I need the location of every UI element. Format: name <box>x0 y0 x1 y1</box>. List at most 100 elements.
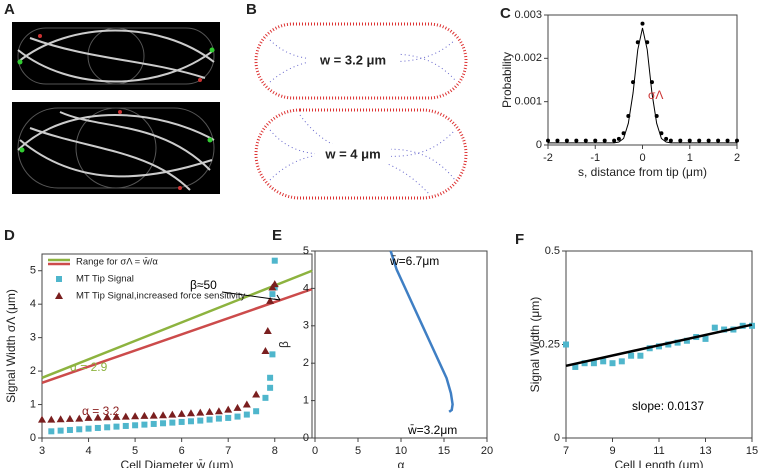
point <box>668 138 673 143</box>
point <box>242 400 251 408</box>
y-tick-label: 0.001 <box>514 96 542 108</box>
y-tick-label: 0.003 <box>514 9 542 21</box>
annotation: β≈50 <box>190 278 217 292</box>
point <box>38 415 46 423</box>
x-tick-label: 0 <box>312 445 318 457</box>
point <box>583 138 588 143</box>
point <box>574 138 579 143</box>
y-tick-label: 0.25 <box>539 338 560 350</box>
y-tick-label: 2 <box>303 357 309 369</box>
point <box>252 390 261 398</box>
point <box>224 405 233 413</box>
legend-label: MT Tip Signal,increased force sensitivit… <box>76 291 246 302</box>
point <box>197 417 204 424</box>
point <box>616 136 621 141</box>
y-tick-label: 3 <box>303 320 309 332</box>
x-tick-label: 1 <box>687 152 693 164</box>
x-tick-label: 13 <box>699 445 711 457</box>
x-axis-label: s, distance from tip (μm) <box>578 165 707 179</box>
x-tick-label: 11 <box>653 445 664 457</box>
y-tick-label: 2 <box>30 365 36 377</box>
plot-frame <box>547 14 738 146</box>
annotation: σΛ <box>648 88 663 102</box>
point <box>702 335 709 342</box>
point <box>57 427 64 434</box>
x-tick-label: -2 <box>543 152 553 164</box>
point <box>66 426 73 433</box>
point <box>262 394 269 401</box>
point <box>267 384 274 391</box>
x-tick-label: 7 <box>563 445 569 457</box>
y-tick-label: 3 <box>30 332 36 344</box>
point <box>706 138 711 143</box>
b-label: w = 3.2 μm <box>319 52 386 67</box>
point <box>234 413 241 420</box>
point <box>187 418 194 425</box>
panel-letter: B <box>246 1 257 18</box>
simulation-image-b <box>254 22 468 200</box>
y-axis-label: β <box>277 341 291 348</box>
point <box>160 420 167 427</box>
point <box>271 284 278 291</box>
point <box>131 412 140 420</box>
x-axis-label: Cell Diameter w̄ (μm) <box>121 458 234 468</box>
point <box>271 257 278 264</box>
point <box>76 426 83 433</box>
y-tick-label: 1 <box>303 395 309 407</box>
point <box>564 138 569 143</box>
x-tick-label: 8 <box>272 445 278 457</box>
y-axis-label: Signal Width σΛ (μm) <box>4 289 18 403</box>
series-line <box>565 323 753 368</box>
b-label: w = 4 μm <box>324 146 380 161</box>
x-tick-label: 0 <box>639 152 645 164</box>
annotation: α = 2.9 <box>70 360 108 374</box>
x-tick-label: 5 <box>132 445 138 457</box>
panel-letter: E <box>272 227 282 244</box>
point <box>55 292 63 299</box>
annotation: α = 3.2 <box>82 404 120 418</box>
point <box>711 324 718 331</box>
point <box>263 326 272 334</box>
point <box>674 339 681 346</box>
point <box>233 403 242 411</box>
y-tick-label: 5 <box>30 265 36 277</box>
point <box>735 138 739 143</box>
point <box>687 138 692 143</box>
x-tick-label: 15 <box>438 445 450 457</box>
point <box>178 418 185 425</box>
point <box>269 291 276 298</box>
x-tick-label: 15 <box>746 445 758 457</box>
point <box>590 360 597 367</box>
point <box>94 424 101 431</box>
point <box>683 337 690 344</box>
y-tick-label: 1 <box>30 398 36 410</box>
y-tick-label: 4 <box>30 298 36 310</box>
point <box>555 138 560 143</box>
plot-frame <box>41 253 313 439</box>
point <box>103 413 112 421</box>
point <box>716 138 721 143</box>
point <box>75 414 84 422</box>
point <box>267 374 274 381</box>
point <box>665 341 672 348</box>
y-tick-label: 0 <box>554 432 560 444</box>
x-axis-label: Cell Length (μm) <box>615 458 704 468</box>
point <box>206 416 213 423</box>
point <box>48 428 55 435</box>
legend-label: MT Tip Signal <box>76 274 134 285</box>
series-line <box>389 250 454 413</box>
point <box>602 138 607 143</box>
panel-letter: F <box>515 231 524 248</box>
point <box>93 413 102 421</box>
point <box>609 360 616 367</box>
y-tick-label: 0 <box>536 139 542 151</box>
point <box>253 408 260 415</box>
point <box>141 421 148 428</box>
point <box>628 352 635 359</box>
point <box>269 351 276 358</box>
point <box>177 409 186 417</box>
series-line <box>548 27 737 144</box>
x-tick-label: 4 <box>85 445 91 457</box>
legend-label: Range for σΛ = w̄/α <box>76 257 158 268</box>
x-tick-label: 10 <box>395 445 407 457</box>
